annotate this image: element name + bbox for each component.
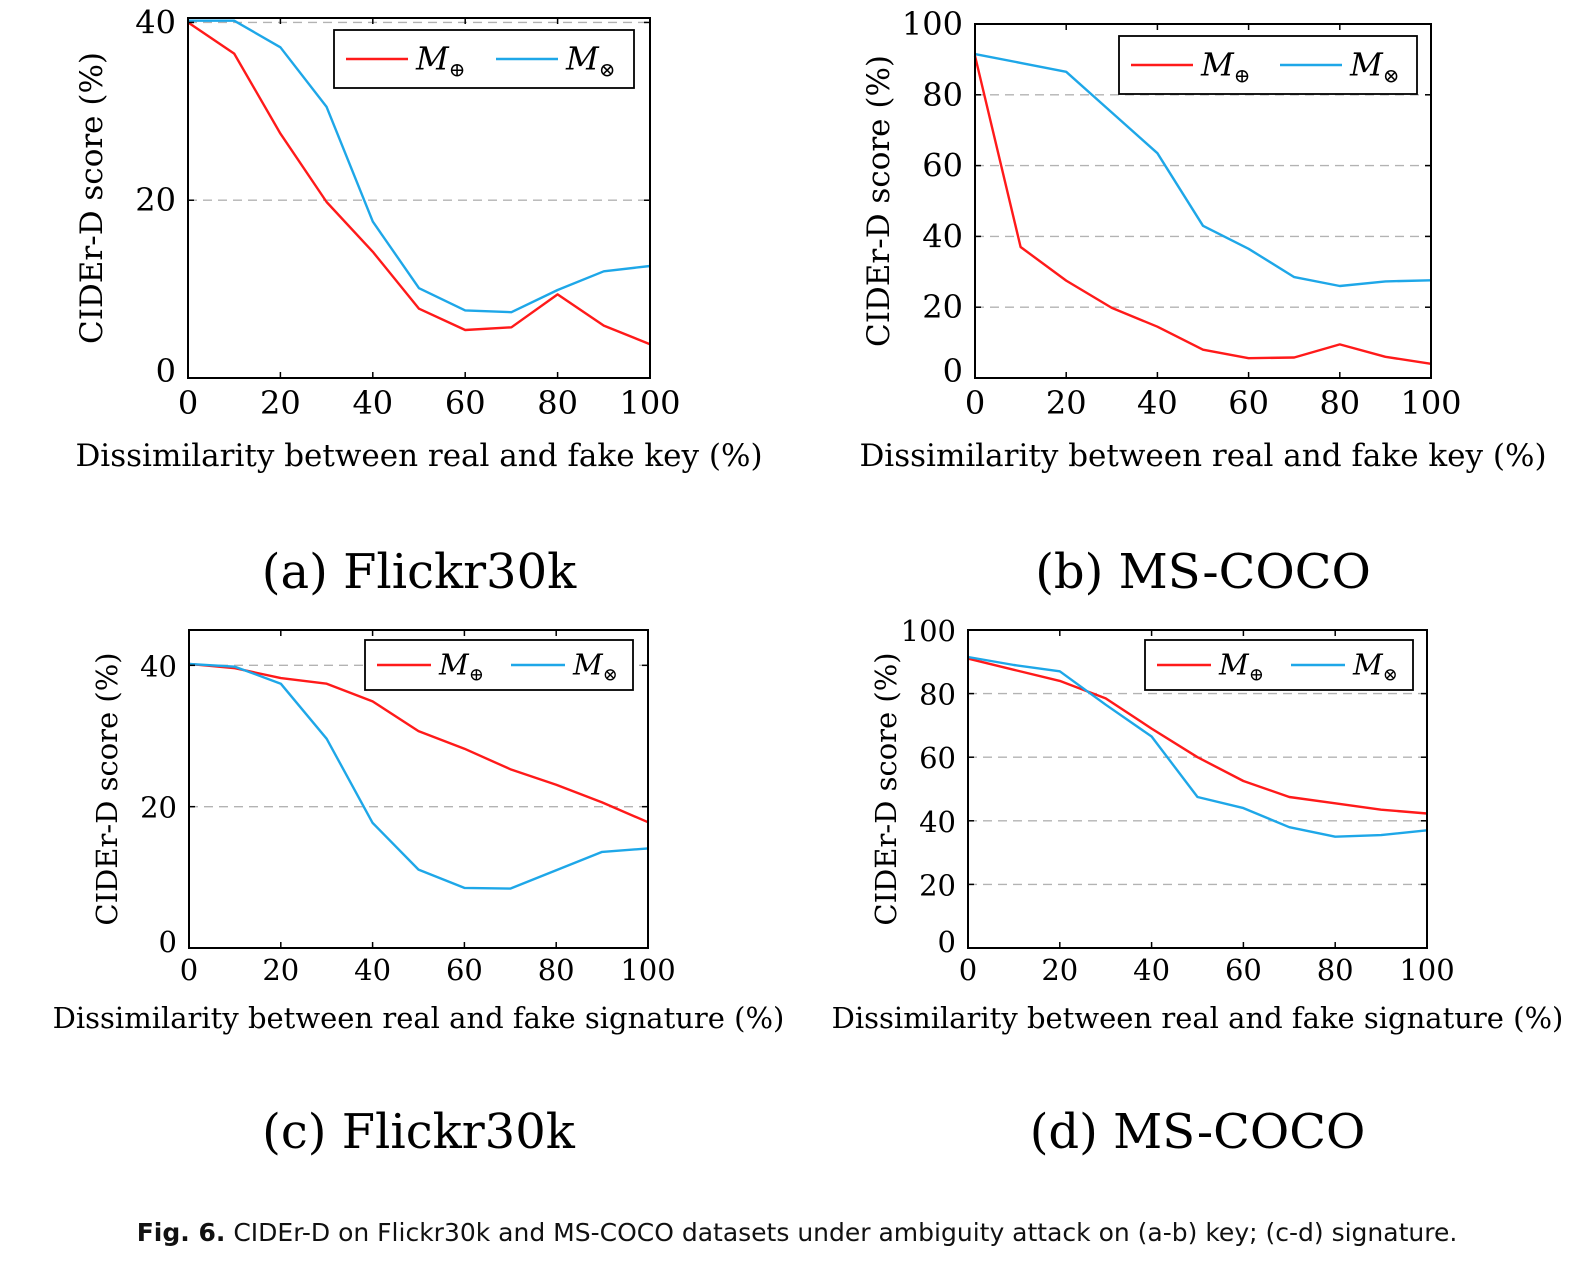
- caption-label: Fig. 6.: [136, 1218, 226, 1247]
- x-tick-label: 100: [1399, 953, 1454, 987]
- y-tick-label: 40: [922, 217, 963, 255]
- y-axis-label: CIDEr-D score (%): [869, 652, 903, 925]
- chart-panel-d: 0 20 40 60 80 100 0 20 40 60 80 100 Dissimilarity be…: [832, 614, 1564, 1160]
- legend: M⊕ M⊗: [364, 639, 634, 691]
- y-tick-label: 20: [919, 868, 956, 902]
- y-tick-label: 60: [919, 741, 956, 775]
- y-tick-label: 20: [922, 288, 963, 326]
- y-tick-label: 100: [902, 5, 963, 43]
- series-line-m-times: [967, 655, 1428, 838]
- legend-label-m-plus: M⊕: [1218, 648, 1264, 686]
- plot-frame: [187, 17, 651, 379]
- x-tick-label: 20: [260, 384, 301, 422]
- x-tick-label: 60: [1225, 953, 1262, 987]
- x-tick-label: 80: [1319, 384, 1360, 422]
- y-tick-label: 20: [140, 791, 177, 825]
- x-tick-label: 60: [446, 953, 483, 987]
- x-tick-label: 20: [262, 953, 299, 987]
- legend-label-m-plus: M⊕: [438, 648, 484, 686]
- legend-label-m-times: M⊗: [572, 648, 618, 686]
- y-tick-label: 60: [922, 147, 963, 185]
- y-tick-label: 40: [140, 649, 177, 683]
- series-line-m-times: [188, 662, 649, 890]
- legend: M⊕ M⊗: [333, 29, 635, 89]
- series-line-m-times: [974, 52, 1432, 288]
- y-tick-label: 80: [922, 76, 963, 114]
- subplot-title: (b) MS-COCO: [1035, 544, 1371, 600]
- x-tick-label: 80: [537, 384, 578, 422]
- x-tick-label: 60: [1228, 384, 1269, 422]
- chart-panel-a: 0 20 40 60 80 100 0 20 40 Dissimilarity between r…: [74, 3, 763, 600]
- series-line-m-times: [188, 19, 651, 314]
- y-axis-label: CIDEr-D score (%): [90, 652, 124, 925]
- plot-frame: [188, 629, 649, 949]
- figure-caption: Fig. 6. CIDEr-D on Flickr30k and MS-COCO…: [0, 1218, 1594, 1247]
- x-tick-label: 20: [1046, 384, 1087, 422]
- x-axis-label: Dissimilarity between real and fake key …: [75, 438, 762, 474]
- y-tick-label: 100: [901, 614, 956, 648]
- y-tick-label: 0: [943, 352, 963, 390]
- subplot-title: (c) Flickr30k: [262, 1104, 576, 1160]
- x-tick-label: 60: [445, 384, 486, 422]
- x-axis-label: Dissimilarity between real and fake key …: [859, 438, 1546, 474]
- x-axis-label: Dissimilarity between real and fake sign…: [832, 1001, 1564, 1035]
- x-tick-label: 0: [178, 384, 198, 422]
- y-tick-label: 40: [135, 3, 176, 41]
- x-tick-label: 20: [1041, 953, 1078, 987]
- caption-text: CIDEr-D on Flickr30k and MS-COCO dataset…: [233, 1218, 1458, 1247]
- series-line-m-plus: [188, 662, 649, 824]
- plot-frame: [974, 23, 1432, 379]
- legend: M⊕ M⊗: [1144, 639, 1414, 691]
- x-tick-label: 100: [619, 384, 680, 422]
- series-line-m-plus: [967, 657, 1428, 815]
- x-tick-label: 40: [354, 953, 391, 987]
- x-tick-label: 0: [965, 384, 985, 422]
- x-tick-label: 80: [538, 953, 575, 987]
- series-line-m-plus: [187, 21, 651, 346]
- y-axis-label: CIDEr-D score (%): [861, 55, 897, 347]
- x-tick-label: 100: [1400, 384, 1461, 422]
- y-axis-label: CIDEr-D score (%): [74, 52, 110, 344]
- legend-label-m-times: M⊗: [1349, 46, 1400, 88]
- legend-label-m-times: M⊗: [1352, 648, 1398, 686]
- y-tick-label: 80: [919, 678, 956, 712]
- legend-label-m-plus: M⊕: [1200, 46, 1251, 88]
- y-tick-label: 20: [135, 181, 176, 219]
- x-tick-label: 100: [620, 953, 675, 987]
- legend: M⊕ M⊗: [1118, 35, 1418, 95]
- x-tick-label: 0: [959, 953, 977, 987]
- x-axis-label: Dissimilarity between real and fake sign…: [53, 1001, 785, 1035]
- x-tick-label: 40: [352, 384, 393, 422]
- plot-frame: [967, 629, 1428, 949]
- y-tick-label: 0: [156, 352, 176, 390]
- x-tick-label: 40: [1137, 384, 1178, 422]
- legend-label-m-plus: M⊕: [415, 40, 466, 82]
- x-tick-label: 80: [1317, 953, 1354, 987]
- y-tick-label: 40: [919, 805, 956, 839]
- y-tick-label: 0: [938, 925, 956, 959]
- legend-label-m-times: M⊗: [565, 40, 616, 82]
- series-line-m-plus: [973, 55, 1432, 365]
- x-tick-label: 40: [1133, 953, 1170, 987]
- y-tick-label: 0: [159, 925, 177, 959]
- chart-panel-c: 0 20 40 60 80 100 0 20 40 Dissimilarity between r…: [53, 629, 785, 1160]
- subplot-title: (d) MS-COCO: [1030, 1104, 1366, 1160]
- chart-panel-b: 0 20 40 60 80 100 0 20 40 60 80 100 Dissimilarity be…: [859, 5, 1546, 600]
- subplot-title: (a) Flickr30k: [262, 544, 577, 600]
- x-tick-label: 0: [180, 953, 198, 987]
